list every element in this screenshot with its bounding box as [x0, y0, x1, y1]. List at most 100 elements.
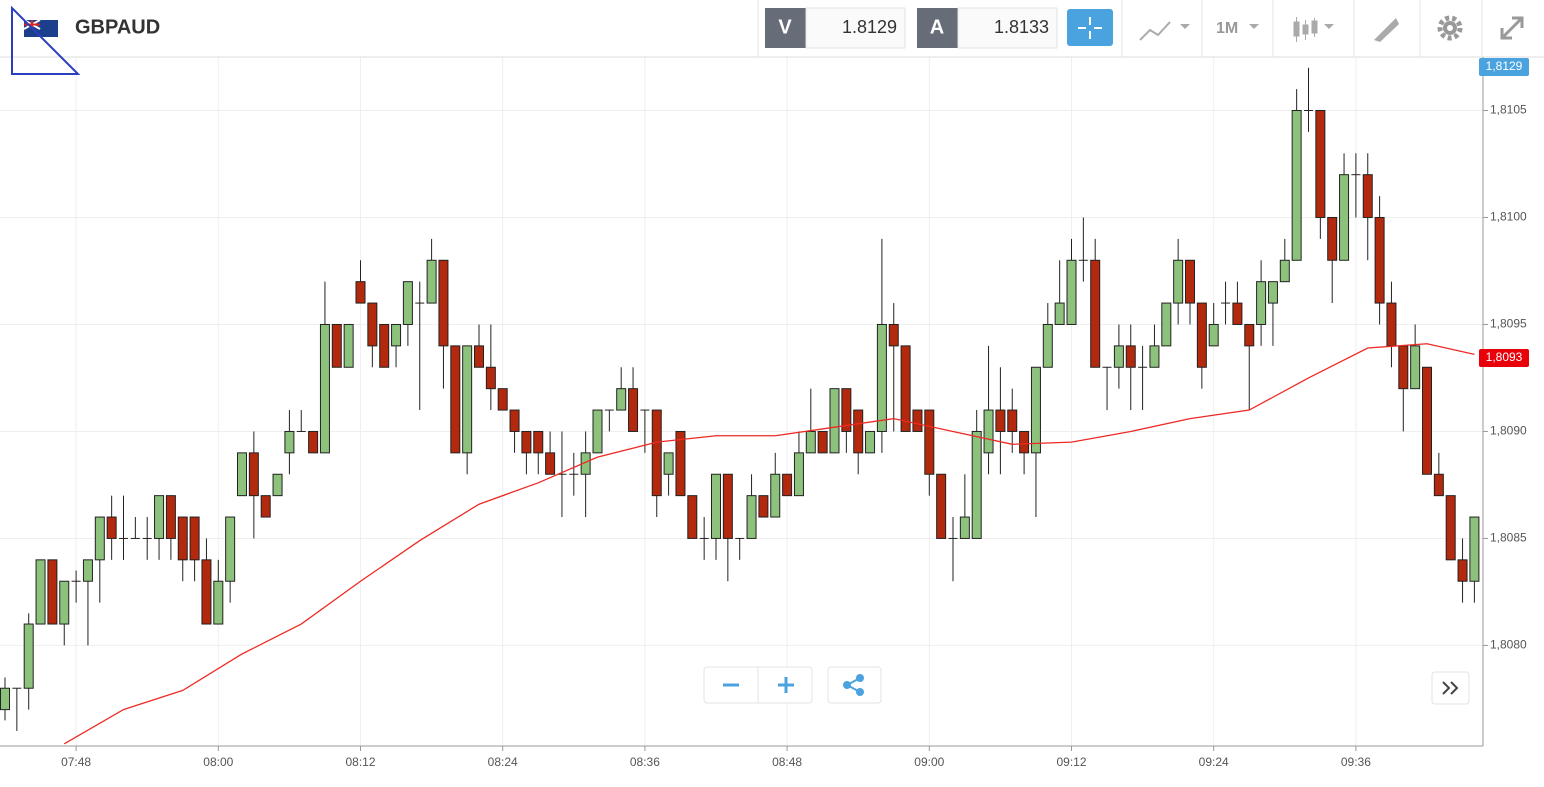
candle-body — [450, 345, 461, 454]
scroll-end-button[interactable] — [1431, 671, 1470, 705]
candle-body — [189, 516, 200, 561]
candle-body — [1291, 109, 1302, 261]
y-tick-label: 1,8095 — [1490, 317, 1527, 331]
chart-type-button[interactable] — [1139, 21, 1190, 41]
candle-body — [343, 323, 354, 368]
candle-body — [284, 430, 295, 454]
plot — [0, 67, 1480, 745]
y-tick-label: 1,8080 — [1490, 638, 1527, 652]
candle-body — [1315, 109, 1326, 218]
drawing-button[interactable] — [1374, 18, 1399, 42]
candle-body — [35, 559, 46, 625]
candle-body — [1007, 409, 1018, 432]
y-tick-label: 1,8090 — [1490, 424, 1527, 438]
candle-body — [1173, 259, 1184, 304]
timeframe-button[interactable]: 1M — [1216, 20, 1259, 37]
share-button[interactable] — [827, 666, 882, 704]
y-tick-label: 1,8105 — [1490, 103, 1527, 117]
zoom-controls — [703, 666, 813, 704]
candle-body — [1161, 302, 1172, 347]
candle-body — [367, 302, 378, 347]
candle-body — [1019, 430, 1030, 454]
y-tick-label: 1,8100 — [1490, 210, 1527, 224]
candle-body — [1042, 323, 1053, 368]
candle-body — [1232, 302, 1243, 325]
candle-body — [616, 388, 627, 411]
candle-body — [829, 388, 840, 454]
candle-body — [225, 516, 236, 582]
candle-body — [1433, 473, 1444, 497]
candle-body — [841, 388, 852, 432]
candle-body — [1267, 281, 1278, 304]
candle-body — [319, 323, 330, 454]
candle-body — [924, 409, 935, 475]
candle-body — [1410, 345, 1421, 390]
candle-body — [722, 473, 733, 539]
crosshair-button[interactable] — [1067, 9, 1113, 46]
bid-button[interactable]: V 1.8129 — [765, 7, 906, 49]
x-tick-label: 09:36 — [1341, 755, 1371, 769]
ask-button[interactable]: A 1.8133 — [917, 7, 1058, 49]
candle-body — [1208, 323, 1219, 347]
bid-tag: V — [778, 16, 792, 38]
candle-body — [426, 259, 437, 304]
candle-body — [888, 323, 899, 347]
ask-tag: A — [930, 16, 944, 38]
x-tick-label: 08:12 — [345, 755, 375, 769]
candle-body — [900, 345, 911, 432]
candle-body — [248, 452, 259, 497]
x-tick-label: 08:24 — [488, 755, 518, 769]
candle-body — [1149, 345, 1160, 368]
candle-body — [1374, 216, 1385, 304]
candle-body — [1125, 345, 1136, 368]
settings-button[interactable] — [1437, 15, 1463, 41]
candle-body — [59, 580, 70, 625]
candle-body — [663, 452, 674, 475]
timeframe: 1M — [1216, 20, 1238, 37]
candle-body — [106, 516, 117, 539]
candle-body — [687, 495, 698, 539]
flag-icon — [23, 19, 58, 37]
x-tick-label: 07:48 — [61, 755, 91, 769]
candle-body — [1386, 302, 1397, 347]
candle-body — [793, 452, 804, 497]
price-label: 1,8129 — [1486, 59, 1523, 73]
candle-body — [675, 430, 686, 497]
candle-body — [355, 281, 366, 304]
candle-body — [1256, 281, 1267, 325]
candle-body — [94, 516, 105, 561]
candle-body — [213, 580, 224, 625]
candle-body — [782, 473, 793, 497]
zoom-in[interactable] — [778, 677, 794, 693]
candle-body — [995, 409, 1006, 432]
candle-body — [1362, 174, 1373, 218]
bid-price: 1.8129 — [842, 17, 897, 37]
candle-body — [308, 430, 319, 454]
candle-body — [971, 430, 982, 539]
candle-body — [1327, 216, 1338, 261]
candle-body — [1066, 259, 1077, 325]
candle-body — [1422, 366, 1432, 475]
candle-body — [1279, 259, 1290, 283]
candle-body — [391, 323, 402, 347]
candle-style-button[interactable] — [1293, 17, 1334, 42]
candle-body — [592, 409, 603, 454]
candle-body — [1398, 345, 1409, 390]
candle-body — [509, 409, 520, 432]
x-tick-label: 09:00 — [914, 755, 944, 769]
price-labels: 1,8080 1,8085 1,8090 1,8095 1,8100 1,8105 07:4… — [61, 58, 1529, 769]
candle-body — [1113, 345, 1124, 368]
candle-body — [260, 495, 271, 518]
x-tick-label: 08:36 — [630, 755, 660, 769]
symbol: GBPAUD — [75, 16, 160, 38]
candle-body — [23, 623, 34, 689]
fullscreen-button[interactable] — [1500, 16, 1524, 40]
moving-average-line — [63, 343, 1475, 745]
price-label: 1,8093 — [1486, 350, 1523, 364]
candle-body — [462, 345, 473, 454]
x-tick-label: 09:12 — [1056, 755, 1086, 769]
candle-body — [521, 430, 532, 454]
candle-body — [165, 495, 176, 539]
candle-body — [82, 559, 93, 582]
